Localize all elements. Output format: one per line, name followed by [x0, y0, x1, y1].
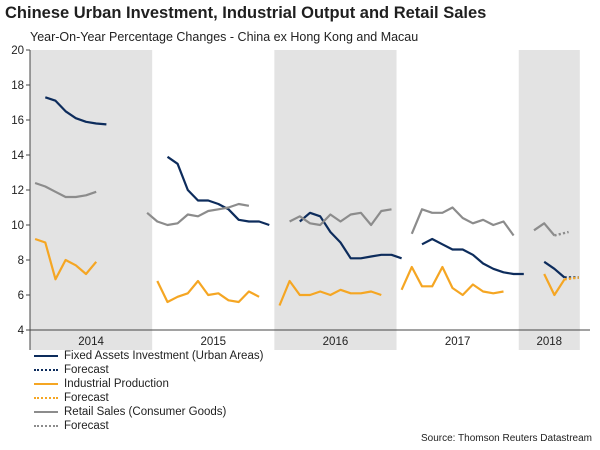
series-line-2-3	[400, 265, 504, 297]
series-line-2-2	[278, 279, 382, 306]
x-tick-label: 2014	[78, 336, 104, 348]
series-line-4-0	[34, 181, 97, 199]
series-line-0-2	[299, 211, 402, 260]
y-tick-label: 4	[18, 325, 25, 337]
series-line-0-0	[44, 96, 107, 126]
legend-label: Fixed Assets Investment (Urban Areas)	[64, 350, 264, 362]
x-tick-label: 2018	[536, 336, 562, 348]
source-note: Source: Thomson Reuters Datastream	[420, 433, 592, 444]
legend-item: Forecast	[34, 419, 263, 433]
legend-swatch	[34, 425, 58, 427]
series-line-0-3	[421, 237, 524, 276]
y-tick-label: 6	[18, 290, 24, 302]
legend-label: Forecast	[64, 392, 109, 404]
legend-label: Forecast	[64, 420, 109, 432]
legend-swatch	[34, 383, 58, 385]
series-line-4-3	[410, 206, 515, 237]
chart-subtitle: Year-On-Year Percentage Changes - China …	[30, 30, 419, 44]
legend-label: Industrial Production	[64, 378, 169, 390]
legend-swatch	[34, 397, 58, 399]
year-band-2014	[30, 50, 153, 350]
year-band-2016	[274, 50, 397, 350]
y-tick-label: 12	[11, 185, 24, 197]
series-line-0-4	[543, 260, 566, 279]
series-line-2-4	[543, 273, 566, 297]
legend-swatch	[34, 369, 58, 371]
series-line-4-1	[146, 202, 250, 227]
series-line-4-4	[533, 222, 556, 237]
legend-item: Forecast	[34, 363, 263, 377]
chart-legend: Fixed Assets Investment (Urban Areas) For…	[34, 349, 263, 433]
y-tick-label: 10	[11, 220, 24, 232]
x-tick-label: 2017	[445, 336, 471, 348]
y-tick-label: 16	[11, 115, 24, 127]
legend-swatch	[34, 411, 58, 413]
year-band-2018	[518, 50, 580, 350]
y-tick-label: 18	[11, 80, 24, 92]
legend-swatch	[34, 355, 58, 357]
series-line-2-1	[156, 279, 260, 304]
legend-label: Forecast	[64, 364, 109, 376]
x-tick-label: 2016	[323, 336, 349, 348]
y-tick-label: 8	[18, 255, 24, 267]
legend-item: Forecast	[34, 391, 263, 405]
series-line-0-1	[166, 155, 270, 227]
legend-item: Industrial Production	[34, 377, 263, 391]
legend-item: Fixed Assets Investment (Urban Areas)	[34, 349, 263, 363]
series-line-4-2	[289, 208, 392, 227]
x-tick-label: 2015	[200, 336, 226, 348]
y-tick-label: 20	[11, 45, 24, 57]
legend-item: Retail Sales (Consumer Goods)	[34, 405, 263, 419]
legend-label: Retail Sales (Consumer Goods)	[64, 406, 227, 418]
y-tick-label: 14	[11, 150, 24, 162]
chart-title: Chinese Urban Investment, Industrial Out…	[5, 4, 487, 22]
series-line-2-0	[34, 237, 98, 281]
